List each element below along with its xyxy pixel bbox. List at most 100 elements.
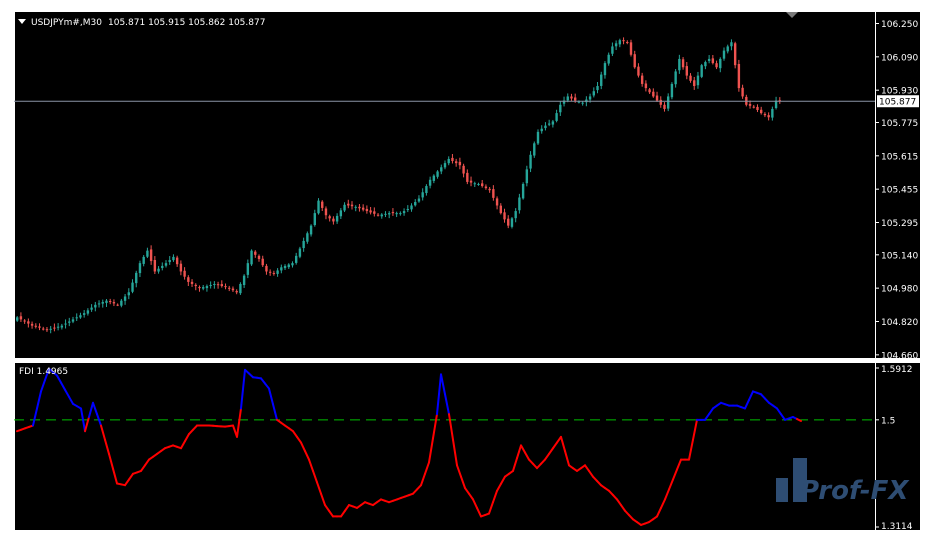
candle	[71, 316, 75, 324]
candle	[216, 281, 220, 289]
fdi-segment	[56, 374, 62, 384]
candle	[507, 215, 510, 229]
fdi-segment	[344, 504, 350, 512]
fdi-segment	[692, 418, 698, 441]
candle	[726, 44, 729, 54]
main-panel[interactable]	[14, 11, 875, 359]
fdi-segment	[424, 461, 430, 475]
candle	[56, 323, 60, 331]
candle	[581, 101, 584, 106]
fdi-segment	[328, 509, 334, 518]
candle	[250, 249, 253, 266]
candle	[544, 122, 547, 131]
candle	[268, 269, 272, 276]
candle	[510, 217, 514, 229]
fdi-segment	[616, 498, 622, 507]
candle	[190, 279, 194, 287]
fdi-segment	[448, 413, 454, 441]
candle	[454, 158, 458, 167]
fdi-segment	[704, 413, 710, 421]
candle	[488, 186, 491, 193]
candle	[101, 299, 104, 308]
watermark-bar	[793, 458, 807, 502]
candle	[313, 209, 316, 227]
candle	[614, 40, 618, 51]
watermark-logo: Prof-FX	[776, 458, 910, 506]
candle	[722, 47, 726, 61]
candle	[659, 96, 662, 108]
symbol-menu-icon[interactable]	[18, 19, 26, 24]
candle	[149, 245, 153, 265]
candle	[648, 87, 651, 94]
main-panel-border	[14, 11, 921, 359]
chart-shift-icon[interactable]	[786, 12, 798, 18]
fdi-segment	[112, 467, 118, 485]
candle	[198, 285, 201, 292]
fdi-segment	[260, 377, 266, 385]
candle	[358, 204, 361, 212]
candle	[592, 87, 595, 98]
candle	[536, 129, 540, 145]
candle	[737, 59, 741, 92]
price-tick-label: 106.090	[881, 53, 918, 63]
fdi-segment	[660, 498, 666, 509]
candle	[685, 61, 688, 80]
candle	[733, 41, 737, 69]
fdi-segment	[236, 407, 242, 438]
candle	[373, 207, 376, 217]
candle	[239, 282, 242, 295]
fdi-segment	[552, 441, 558, 450]
fdi-segment	[268, 387, 274, 406]
fdi-segment	[780, 413, 786, 421]
candle	[309, 224, 313, 237]
fdi-segment	[60, 381, 66, 391]
candle	[466, 169, 469, 185]
candle	[689, 73, 692, 83]
candle	[547, 119, 551, 127]
price-tick-label: 105.295	[881, 219, 918, 229]
fdi-segment	[180, 440, 186, 450]
fdi-segment	[292, 430, 298, 438]
candle	[618, 38, 622, 48]
fdi-segment	[80, 407, 86, 433]
candle	[484, 184, 488, 190]
candle	[521, 182, 525, 200]
fdi-segment	[744, 398, 750, 410]
candle	[53, 323, 56, 332]
candle	[302, 237, 305, 252]
candle	[715, 60, 718, 70]
price-tick-label: 104.820	[881, 318, 918, 328]
indicator-axis	[875, 362, 921, 531]
fdi-segment	[100, 424, 106, 441]
candle	[447, 156, 450, 166]
candle	[633, 50, 636, 69]
candle	[295, 252, 298, 265]
candle	[551, 119, 555, 128]
fdi-segment	[664, 488, 670, 501]
candle	[518, 193, 521, 214]
candle	[254, 250, 257, 258]
candle	[220, 280, 223, 288]
candle	[495, 196, 499, 210]
candle	[79, 312, 82, 319]
fdi-segment	[308, 458, 314, 472]
candle	[209, 281, 212, 289]
candle	[388, 211, 391, 219]
candle	[120, 298, 123, 308]
fdi-segment	[140, 464, 146, 472]
fdi-segment	[68, 395, 74, 405]
candle	[626, 40, 629, 45]
candle	[142, 255, 145, 267]
fdi-segment	[564, 450, 570, 467]
candle	[164, 260, 168, 268]
fdi-tick-label: 1.5	[881, 416, 895, 426]
candle	[503, 208, 506, 223]
watermark-bar	[776, 478, 788, 502]
candle	[391, 208, 395, 216]
candle	[194, 283, 197, 291]
fdi-segment	[144, 458, 150, 467]
candle	[622, 37, 625, 45]
fdi-segment	[40, 379, 46, 393]
fdi-segment	[184, 433, 190, 443]
